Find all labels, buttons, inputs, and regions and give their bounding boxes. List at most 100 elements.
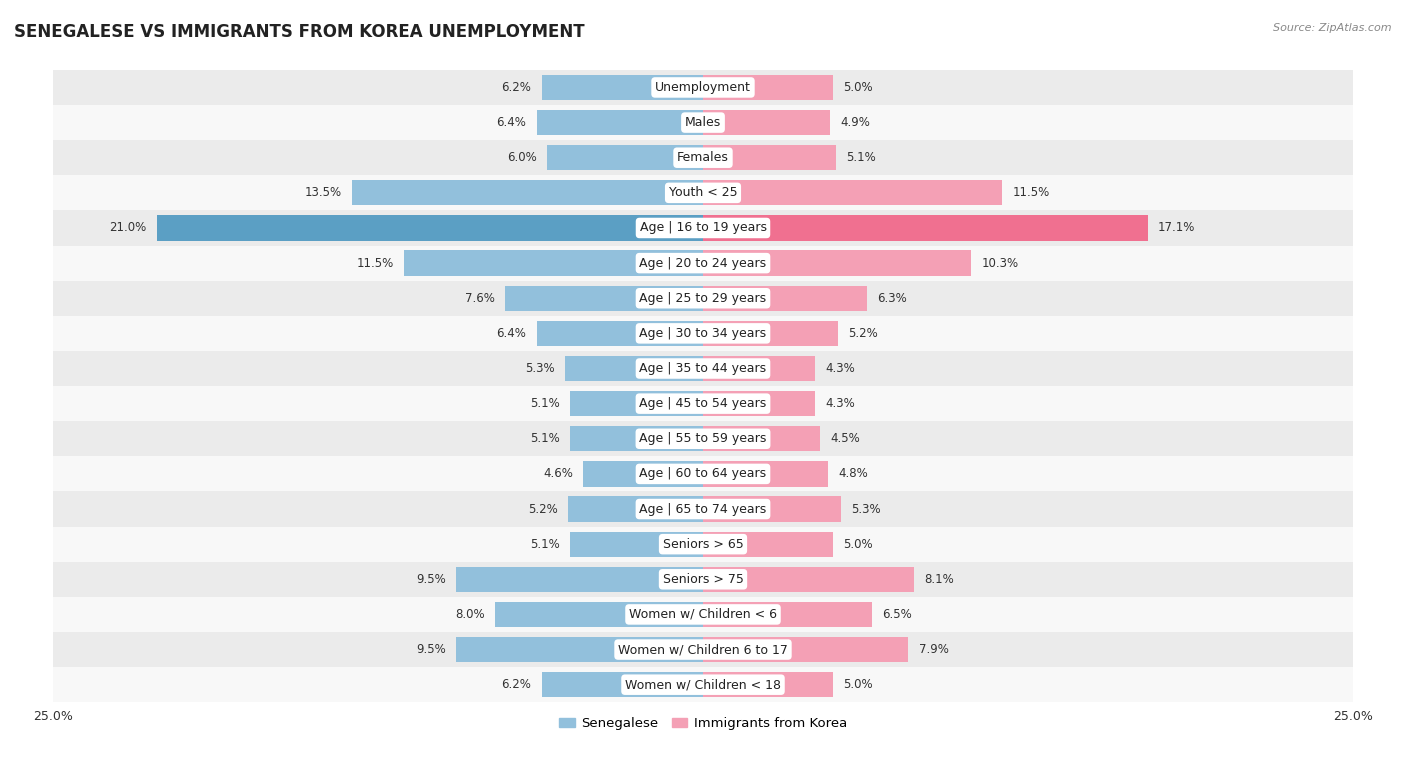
Bar xyxy=(703,531,832,557)
Text: 4.3%: 4.3% xyxy=(825,362,855,375)
Bar xyxy=(565,356,703,382)
Bar xyxy=(703,180,1002,205)
Bar xyxy=(404,251,703,276)
Bar xyxy=(703,321,838,346)
Text: 9.5%: 9.5% xyxy=(416,643,446,656)
Text: Age | 65 to 74 years: Age | 65 to 74 years xyxy=(640,503,766,516)
Bar xyxy=(352,180,703,205)
Bar xyxy=(53,281,1353,316)
Text: 7.9%: 7.9% xyxy=(918,643,949,656)
Bar xyxy=(53,105,1353,140)
Text: 4.6%: 4.6% xyxy=(543,467,574,481)
Text: 9.5%: 9.5% xyxy=(416,573,446,586)
Bar xyxy=(703,145,835,170)
Bar xyxy=(541,75,703,100)
Text: Age | 35 to 44 years: Age | 35 to 44 years xyxy=(640,362,766,375)
Bar xyxy=(53,316,1353,351)
Text: Source: ZipAtlas.com: Source: ZipAtlas.com xyxy=(1274,23,1392,33)
Text: 4.5%: 4.5% xyxy=(831,432,860,445)
Text: Unemployment: Unemployment xyxy=(655,81,751,94)
Bar xyxy=(547,145,703,170)
Text: Age | 60 to 64 years: Age | 60 to 64 years xyxy=(640,467,766,481)
Legend: Senegalese, Immigrants from Korea: Senegalese, Immigrants from Korea xyxy=(554,712,852,736)
Bar xyxy=(53,421,1353,456)
Bar xyxy=(157,215,703,241)
Bar xyxy=(703,497,841,522)
Bar xyxy=(703,567,914,592)
Bar xyxy=(53,210,1353,245)
Text: Age | 20 to 24 years: Age | 20 to 24 years xyxy=(640,257,766,269)
Bar xyxy=(703,251,970,276)
Text: 4.8%: 4.8% xyxy=(838,467,868,481)
Text: Women w/ Children < 18: Women w/ Children < 18 xyxy=(626,678,780,691)
Text: 6.5%: 6.5% xyxy=(883,608,912,621)
Bar xyxy=(571,426,703,451)
Text: 6.0%: 6.0% xyxy=(508,151,537,164)
Text: 6.4%: 6.4% xyxy=(496,327,526,340)
Text: 5.0%: 5.0% xyxy=(844,537,873,550)
Text: 6.3%: 6.3% xyxy=(877,291,907,305)
Bar xyxy=(53,667,1353,702)
Text: 6.4%: 6.4% xyxy=(496,116,526,129)
Bar xyxy=(53,456,1353,491)
Bar xyxy=(571,391,703,416)
Text: 8.0%: 8.0% xyxy=(456,608,485,621)
Text: Age | 45 to 54 years: Age | 45 to 54 years xyxy=(640,397,766,410)
Text: Seniors > 75: Seniors > 75 xyxy=(662,573,744,586)
Text: 5.1%: 5.1% xyxy=(530,432,560,445)
Text: 11.5%: 11.5% xyxy=(1012,186,1050,199)
Bar xyxy=(703,215,1147,241)
Text: 6.2%: 6.2% xyxy=(502,678,531,691)
Text: 10.3%: 10.3% xyxy=(981,257,1018,269)
Bar xyxy=(703,672,832,697)
Bar xyxy=(703,426,820,451)
Text: 4.3%: 4.3% xyxy=(825,397,855,410)
Text: 13.5%: 13.5% xyxy=(305,186,342,199)
Text: Age | 55 to 59 years: Age | 55 to 59 years xyxy=(640,432,766,445)
Bar xyxy=(568,497,703,522)
Text: Males: Males xyxy=(685,116,721,129)
Text: Seniors > 65: Seniors > 65 xyxy=(662,537,744,550)
Text: 5.1%: 5.1% xyxy=(846,151,876,164)
Text: 5.3%: 5.3% xyxy=(851,503,880,516)
Bar xyxy=(703,602,872,627)
Bar xyxy=(571,531,703,557)
Text: Age | 16 to 19 years: Age | 16 to 19 years xyxy=(640,222,766,235)
Bar xyxy=(703,75,832,100)
Bar xyxy=(53,176,1353,210)
Bar xyxy=(53,351,1353,386)
Text: Females: Females xyxy=(678,151,728,164)
Text: Youth < 25: Youth < 25 xyxy=(669,186,737,199)
Bar xyxy=(53,386,1353,421)
Bar xyxy=(53,632,1353,667)
Bar xyxy=(703,356,815,382)
Text: 5.2%: 5.2% xyxy=(849,327,879,340)
Bar xyxy=(53,597,1353,632)
Bar xyxy=(583,461,703,487)
Bar xyxy=(53,562,1353,597)
Bar xyxy=(53,527,1353,562)
Bar xyxy=(537,110,703,136)
Text: 4.9%: 4.9% xyxy=(841,116,870,129)
Text: Age | 30 to 34 years: Age | 30 to 34 years xyxy=(640,327,766,340)
Text: 5.2%: 5.2% xyxy=(527,503,557,516)
Bar xyxy=(505,285,703,311)
Text: 21.0%: 21.0% xyxy=(110,222,146,235)
Text: 5.1%: 5.1% xyxy=(530,537,560,550)
Text: 5.0%: 5.0% xyxy=(844,81,873,94)
Text: 5.1%: 5.1% xyxy=(530,397,560,410)
Text: Women w/ Children < 6: Women w/ Children < 6 xyxy=(628,608,778,621)
Bar xyxy=(53,140,1353,176)
Text: 8.1%: 8.1% xyxy=(924,573,953,586)
Bar xyxy=(495,602,703,627)
Text: Women w/ Children 6 to 17: Women w/ Children 6 to 17 xyxy=(619,643,787,656)
Bar xyxy=(53,491,1353,527)
Bar xyxy=(456,637,703,662)
Text: 5.0%: 5.0% xyxy=(844,678,873,691)
Bar xyxy=(537,321,703,346)
Bar xyxy=(53,70,1353,105)
Bar xyxy=(456,567,703,592)
Text: 17.1%: 17.1% xyxy=(1159,222,1195,235)
Text: 6.2%: 6.2% xyxy=(502,81,531,94)
Bar xyxy=(703,391,815,416)
